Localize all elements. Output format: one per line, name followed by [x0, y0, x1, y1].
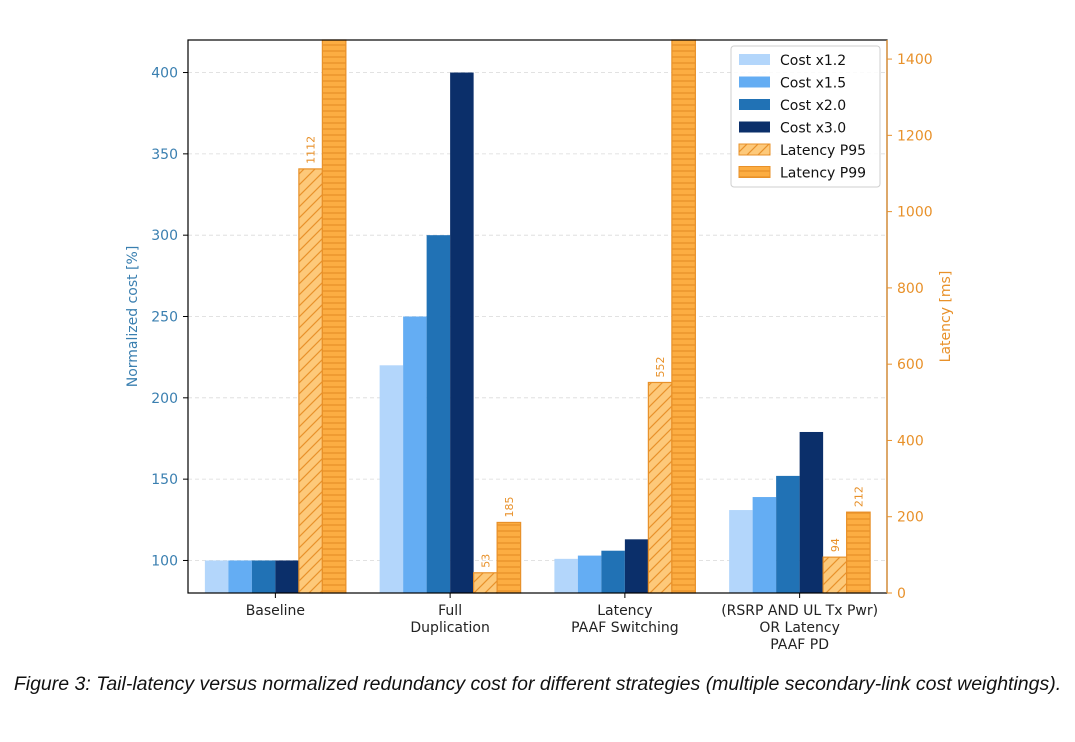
- bar: [496, 521, 522, 594]
- bar: [671, 39, 696, 594]
- legend-label: Latency P99: [780, 166, 866, 182]
- legend-label: Cost x2.0: [780, 98, 846, 114]
- left-axis: 100 150 200 250 300 350 400: [151, 66, 188, 569]
- right-axis: 0 200 400 600 800 1000 1200 1400: [886, 40, 933, 602]
- bar: [554, 558, 578, 593]
- legend-swatch: [738, 166, 771, 178]
- legend-label: Cost x1.5: [780, 76, 846, 92]
- left-tick-label: 350: [151, 147, 178, 163]
- left-tick-label: 150: [151, 472, 178, 488]
- bar: [624, 539, 649, 593]
- legend-swatch: [739, 121, 770, 133]
- legend-swatch: [739, 54, 770, 65]
- right-tick-label: 1200: [897, 128, 933, 144]
- category-label: Latency: [597, 603, 652, 619]
- left-tick-label: 200: [151, 391, 178, 407]
- bar: [822, 556, 848, 594]
- bar-value-label: 212: [852, 486, 865, 507]
- category-label: PAAF PD: [770, 637, 829, 653]
- right-tick-label: 600: [897, 357, 924, 373]
- right-tick-label: 400: [897, 433, 924, 449]
- category-label: Duplication: [410, 620, 489, 636]
- bars: [204, 39, 871, 594]
- bar: [473, 572, 498, 594]
- bar-labels: 1112 53 552 94 185 212: [305, 136, 866, 568]
- bar: [729, 510, 753, 593]
- right-tick-label: 1400: [897, 52, 933, 68]
- left-tick-label: 300: [151, 228, 178, 244]
- bar-value-label: 94: [829, 538, 842, 552]
- category-label: PAAF Switching: [571, 620, 679, 636]
- bar: [275, 560, 299, 593]
- left-tick-label: 100: [151, 553, 178, 569]
- bar: [776, 475, 800, 593]
- bar-value-label: 53: [479, 554, 492, 568]
- bar: [426, 235, 451, 594]
- bar: [403, 316, 427, 593]
- bar: [298, 168, 323, 594]
- category-label: Baseline: [246, 603, 305, 619]
- bar: [228, 560, 252, 593]
- category-label: Full: [438, 603, 462, 619]
- left-tick-label: 250: [151, 310, 178, 326]
- right-tick-label: 1000: [897, 205, 933, 221]
- bar-value-label: 552: [654, 356, 667, 377]
- bar: [752, 497, 777, 593]
- bar: [846, 511, 871, 594]
- bar: [379, 365, 404, 593]
- figure-caption: Figure 3: Tail-latency versus normalized…: [13, 673, 1062, 695]
- legend-swatch: [739, 76, 770, 88]
- bar: [647, 381, 673, 594]
- bar-value-label: 1112: [305, 136, 318, 164]
- left-axis-label: Normalized cost [%]: [125, 246, 141, 388]
- bar: [450, 72, 474, 593]
- right-tick-label: 200: [897, 510, 924, 526]
- legend-label: Cost x1.2: [780, 53, 846, 69]
- bar: [799, 431, 824, 593]
- bar: [601, 550, 625, 593]
- right-tick-label: 0: [897, 586, 906, 602]
- legend-swatch: [738, 143, 771, 156]
- legend: Cost x1.2 Cost x1.5 Cost x2.0 Cost x3.0 Late…: [730, 45, 881, 188]
- bar: [251, 560, 276, 593]
- legend-swatch: [739, 99, 770, 110]
- bar: [577, 555, 602, 593]
- bar: [321, 39, 347, 594]
- bar: [204, 560, 229, 593]
- right-tick-label: 800: [897, 281, 924, 297]
- legend-label: Latency P95: [780, 143, 866, 159]
- bar-value-label: 185: [503, 496, 516, 517]
- category-label: OR Latency: [759, 620, 840, 636]
- legend-label: Cost x3.0: [780, 121, 846, 137]
- left-tick-label: 400: [151, 66, 178, 82]
- category-label: (RSRP AND UL Tx Pwr): [721, 603, 878, 619]
- right-axis-label: Latency [ms]: [938, 271, 954, 363]
